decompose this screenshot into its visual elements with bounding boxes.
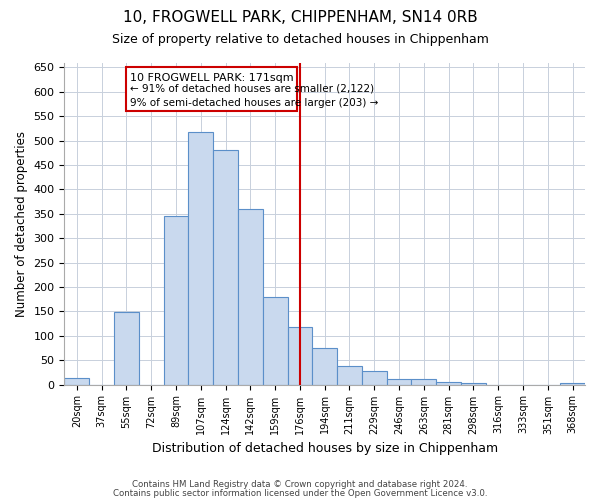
Bar (164, 216, 188, 384)
Bar (386, 379, 412, 384)
Bar (313, 348, 337, 385)
FancyBboxPatch shape (127, 68, 298, 112)
Bar (213, 150, 238, 384)
Bar (362, 372, 386, 384)
Bar (412, 379, 436, 384)
Text: 9% of semi-detached houses are larger (203) →: 9% of semi-detached houses are larger (2… (130, 98, 379, 108)
Bar (560, 383, 585, 384)
Bar (64, 378, 89, 384)
Bar (461, 383, 486, 384)
X-axis label: Distribution of detached houses by size in Chippenham: Distribution of detached houses by size … (152, 442, 498, 455)
Text: Contains HM Land Registry data © Crown copyright and database right 2024.: Contains HM Land Registry data © Crown c… (132, 480, 468, 489)
Bar (114, 312, 139, 384)
Bar (287, 327, 313, 384)
Bar (263, 296, 287, 384)
Bar (238, 209, 263, 384)
Bar (436, 382, 461, 384)
Bar (337, 366, 362, 384)
Text: ← 91% of detached houses are smaller (2,122): ← 91% of detached houses are smaller (2,… (130, 84, 374, 94)
Text: Size of property relative to detached houses in Chippenham: Size of property relative to detached ho… (112, 32, 488, 46)
Bar (188, 132, 213, 384)
Text: 10 FROGWELL PARK: 171sqm: 10 FROGWELL PARK: 171sqm (130, 72, 294, 83)
Text: Contains public sector information licensed under the Open Government Licence v3: Contains public sector information licen… (113, 488, 487, 498)
Text: 10, FROGWELL PARK, CHIPPENHAM, SN14 0RB: 10, FROGWELL PARK, CHIPPENHAM, SN14 0RB (122, 10, 478, 25)
Y-axis label: Number of detached properties: Number of detached properties (15, 130, 28, 316)
